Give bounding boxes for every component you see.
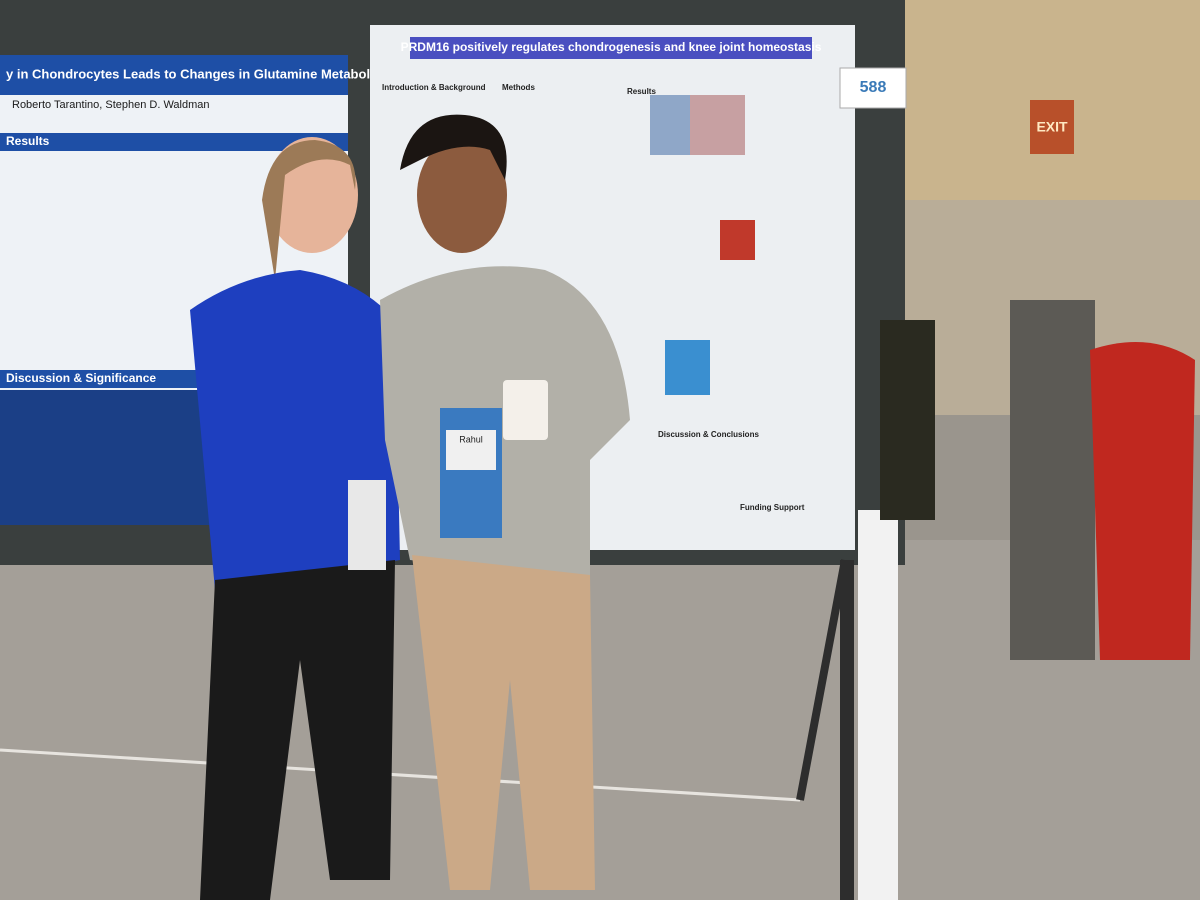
figure	[650, 95, 690, 155]
left-poster-authors: Roberto Tarantino, Stephen D. Waldman	[12, 99, 210, 111]
left-poster-title: y in Chondrocytes Leads to Changes in Gl…	[6, 66, 392, 81]
section-heading: Methods	[502, 83, 535, 92]
section-heading: Results	[627, 87, 656, 96]
section-bar	[0, 133, 348, 151]
woman-badge	[348, 480, 386, 570]
man-badge	[440, 408, 502, 538]
right-poster-title: PRDM16 positively regulates chondrogenes…	[401, 40, 822, 54]
attendee	[880, 320, 935, 520]
man-pants	[412, 555, 595, 890]
figure	[690, 95, 745, 155]
board-leg	[840, 560, 854, 900]
attendee	[1010, 300, 1095, 660]
board-number: 588	[860, 79, 887, 96]
section-heading: Discussion & Conclusions	[658, 430, 759, 439]
coffee-cup	[503, 380, 548, 440]
board-number-card	[839, 67, 907, 109]
badge-name: Rahul	[459, 434, 483, 444]
woman-hair	[262, 140, 356, 280]
figure	[720, 220, 755, 260]
section-heading: Funding Support	[740, 503, 805, 512]
exit-text: EXIT	[1036, 119, 1068, 135]
attendee-dress	[1090, 342, 1195, 660]
badge-card	[446, 430, 496, 470]
left-poster-header	[0, 55, 348, 95]
poster-tube	[858, 510, 898, 900]
right-poster-header	[410, 37, 812, 59]
man-hair	[400, 114, 507, 180]
man-face	[417, 137, 507, 253]
figure	[665, 340, 710, 395]
exit-sign	[1030, 100, 1074, 154]
floor-line	[0, 748, 801, 802]
section-heading: Results	[6, 134, 50, 148]
woman-top	[190, 270, 400, 590]
section-heading: Discussion & Significance	[6, 371, 156, 385]
carpet	[0, 540, 1200, 900]
section-heading: Introduction & Background	[382, 83, 486, 92]
woman-pants	[200, 560, 395, 900]
board-leg	[796, 559, 849, 801]
